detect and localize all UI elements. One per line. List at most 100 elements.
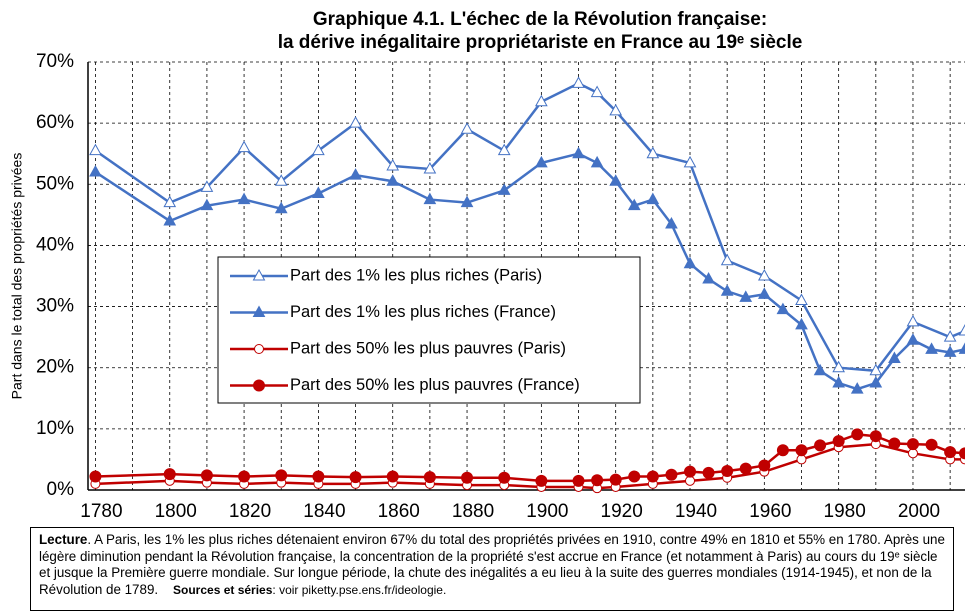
x-tick-label: 1780 bbox=[80, 501, 122, 522]
marker bbox=[572, 146, 585, 159]
marker bbox=[497, 143, 511, 156]
marker bbox=[943, 330, 957, 342]
x-tick-label: 1800 bbox=[155, 501, 197, 522]
marker bbox=[386, 470, 399, 483]
marker bbox=[720, 253, 734, 266]
marker bbox=[628, 470, 641, 483]
marker bbox=[386, 158, 400, 171]
marker bbox=[252, 305, 266, 317]
marker bbox=[795, 317, 808, 330]
marker bbox=[795, 444, 808, 457]
marker bbox=[609, 473, 622, 486]
legend-box bbox=[217, 256, 641, 404]
marker bbox=[683, 155, 697, 168]
marker bbox=[776, 444, 789, 457]
marker bbox=[200, 180, 214, 192]
marker bbox=[943, 345, 957, 357]
marker bbox=[590, 155, 604, 168]
marker bbox=[702, 466, 715, 479]
marker bbox=[925, 438, 938, 451]
marker bbox=[274, 174, 288, 186]
legend-label: Part des 50% les plus pauvres (Paris) bbox=[290, 339, 566, 357]
marker bbox=[535, 474, 548, 487]
x-tick-label: 1960 bbox=[749, 501, 791, 522]
series-line bbox=[94, 152, 965, 391]
x-tick-label: 1860 bbox=[378, 501, 420, 522]
marker bbox=[869, 375, 883, 388]
marker bbox=[253, 379, 265, 392]
marker bbox=[685, 475, 696, 486]
legend-label: Part des 1% les plus riches (Paris) bbox=[290, 266, 542, 284]
x-tick-label: 1840 bbox=[303, 501, 345, 522]
marker bbox=[237, 192, 251, 205]
marker bbox=[944, 446, 957, 459]
chart: Graphique 4.1. L'échec de la Révolution … bbox=[9, 9, 965, 522]
marker bbox=[274, 201, 288, 214]
x-tick-label: 1940 bbox=[675, 501, 717, 522]
marker bbox=[89, 143, 102, 156]
marker bbox=[776, 302, 790, 315]
marker bbox=[646, 146, 660, 159]
marker bbox=[683, 256, 697, 269]
marker bbox=[163, 195, 177, 208]
marker bbox=[423, 161, 437, 174]
marker bbox=[851, 428, 864, 441]
marker bbox=[349, 471, 362, 484]
marker bbox=[721, 465, 734, 478]
marker bbox=[312, 186, 325, 198]
legend-label: Part des 50% les plus pauvres (France) bbox=[290, 376, 580, 394]
marker bbox=[646, 192, 660, 205]
y-tick-label: 20% bbox=[36, 357, 74, 378]
series-line bbox=[95, 433, 965, 483]
marker bbox=[869, 430, 882, 443]
note-lead: Lecture bbox=[39, 532, 88, 547]
marker bbox=[535, 155, 548, 168]
marker bbox=[796, 454, 807, 465]
marker bbox=[163, 468, 176, 481]
marker bbox=[238, 470, 251, 483]
marker bbox=[739, 462, 752, 475]
marker bbox=[535, 94, 548, 107]
marker bbox=[237, 140, 251, 153]
marker bbox=[591, 474, 604, 487]
marker bbox=[665, 468, 678, 481]
y-tick-label: 40% bbox=[36, 234, 74, 255]
y-tick-label: 10% bbox=[36, 418, 74, 439]
y-tick-label: 70% bbox=[36, 51, 74, 72]
marker bbox=[163, 213, 177, 226]
x-tick-label: 1900 bbox=[526, 501, 568, 522]
marker bbox=[461, 471, 474, 484]
chart-title: Graphique 4.1. L'échec de la Révolution … bbox=[313, 9, 767, 30]
marker bbox=[275, 469, 288, 482]
marker bbox=[959, 447, 965, 460]
marker bbox=[252, 268, 266, 281]
sources-text: : voir piketty.pse.ens.fr/ideologie. bbox=[272, 582, 447, 597]
marker bbox=[665, 216, 678, 229]
marker bbox=[739, 290, 753, 302]
marker bbox=[254, 344, 264, 354]
marker bbox=[814, 439, 827, 452]
marker bbox=[572, 474, 585, 487]
x-tick-label: 1880 bbox=[452, 501, 494, 522]
marker bbox=[89, 470, 102, 483]
note-text: . A Paris, les 1% les plus riches détena… bbox=[39, 532, 945, 597]
marker bbox=[460, 122, 474, 134]
y-tick-label: 0% bbox=[47, 479, 75, 500]
marker bbox=[757, 268, 771, 281]
sources-label: Sources et séries bbox=[173, 582, 273, 597]
marker bbox=[646, 470, 659, 483]
note: Lecture. A Paris, les 1% les plus riches… bbox=[30, 527, 954, 611]
marker bbox=[720, 284, 734, 296]
marker bbox=[906, 314, 920, 327]
marker bbox=[869, 363, 883, 376]
x-tick-label: 1980 bbox=[824, 501, 866, 522]
marker bbox=[813, 363, 827, 376]
marker bbox=[312, 470, 325, 483]
marker bbox=[758, 459, 771, 472]
marker bbox=[832, 435, 845, 448]
marker bbox=[925, 342, 938, 354]
marker bbox=[609, 103, 623, 116]
marker bbox=[497, 183, 511, 195]
marker bbox=[423, 471, 436, 484]
